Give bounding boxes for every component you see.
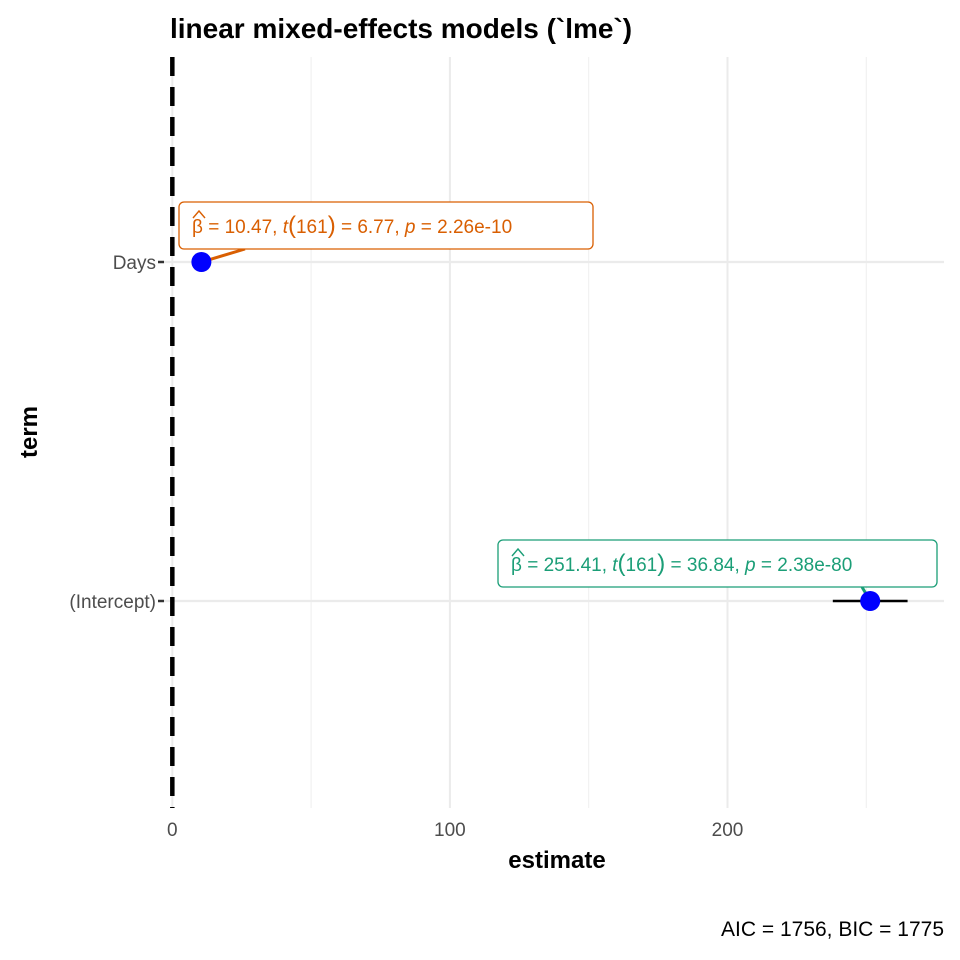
- chart-title: linear mixed-effects models (`lme`): [170, 13, 632, 44]
- data-marks: β = 10.47, t(161) = 6.77, p = 2.26e-10 β …: [170, 57, 938, 808]
- caption: AIC = 1756, BIC = 1775: [721, 918, 944, 941]
- estimate-point: [191, 252, 212, 272]
- y-axis-title: term: [16, 406, 43, 458]
- y-tick-label: Days: [113, 253, 156, 274]
- beta-hat-icon: [511, 547, 525, 557]
- x-tick-label: 100: [434, 820, 466, 841]
- x-tick-label: 0: [167, 820, 178, 841]
- estimate-label-box: [178, 201, 594, 250]
- y-tick-label: (Intercept): [69, 592, 156, 613]
- estimate-label-box: [497, 539, 938, 588]
- beta-hat-icon: [192, 209, 206, 219]
- estimate-label: β = 10.47, t(161) = 6.77, p = 2.26e-10: [192, 212, 512, 239]
- estimate-label: β = 251.41, t(161) = 36.84, p = 2.38e-80: [511, 550, 852, 577]
- axis-ticks: 0 100 200 (Intercept) Days: [69, 253, 743, 841]
- grid: [164, 57, 944, 808]
- x-tick-label: 200: [712, 820, 744, 841]
- x-axis-title: estimate: [508, 847, 605, 874]
- estimate-point: [860, 591, 881, 611]
